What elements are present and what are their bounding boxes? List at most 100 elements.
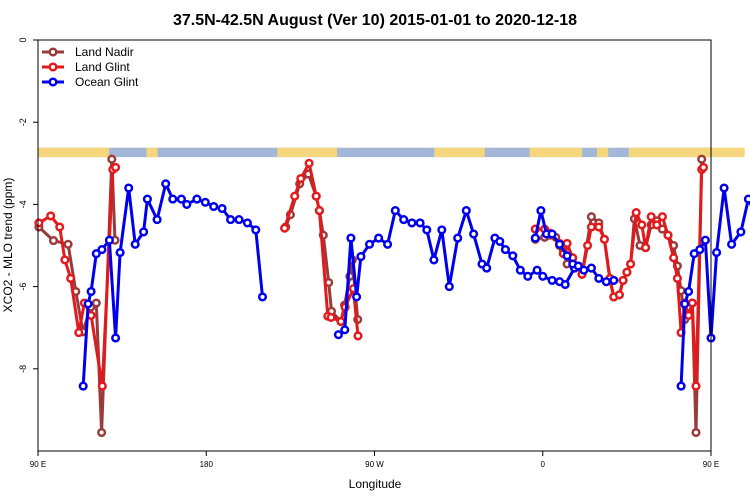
ocean-glint-point [444, 282, 454, 292]
y-tick-label: -6 [18, 283, 28, 291]
ocean-glint-point [374, 233, 384, 243]
ocean-glint-point [217, 203, 227, 214]
land-glint-point [698, 162, 709, 172]
legend-land-glint-marker [48, 62, 58, 72]
land-glint-point [304, 158, 314, 168]
ocean-glint-point [209, 201, 219, 212]
land-nadir-point [107, 154, 117, 164]
y-ticks: 0 -2 -4 -6 -8 [18, 37, 38, 373]
ocean-glint-point [469, 229, 479, 239]
land-glint-point [631, 208, 641, 218]
land-glint-point [663, 230, 673, 240]
ocean-glint-point [346, 233, 356, 243]
land-glint-point [583, 240, 593, 251]
ocean-glint-point [437, 225, 447, 235]
ocean-glint-point [115, 247, 125, 258]
ocean-glint-point [684, 286, 694, 297]
ocean-glint-point [562, 251, 572, 261]
ocean-glint-point [695, 245, 705, 255]
land-glint-point [652, 220, 662, 230]
land-segment [146, 147, 158, 158]
land-segment [38, 147, 110, 158]
x-tick-label: 180 [200, 460, 214, 469]
land-glint-point [684, 310, 694, 320]
land-glint-point [46, 211, 56, 221]
land-glint-point [691, 381, 701, 391]
y-tick-label: 0 [18, 37, 28, 42]
x-tick-label: 90 E [30, 460, 46, 469]
land-glint-point [669, 253, 679, 263]
ocean-glint-point [97, 245, 107, 255]
land-segment [434, 147, 485, 158]
land-glint-point [599, 234, 609, 244]
y-tick-label: -8 [18, 365, 28, 373]
land-nadir-point [63, 239, 73, 249]
ocean-glint-point [104, 235, 114, 245]
ocean-glint-point [422, 225, 432, 235]
ocean-glint-point [257, 292, 268, 302]
land-segment [628, 147, 745, 158]
ocean-glint-point [453, 233, 463, 243]
ocean-glint-point [547, 229, 557, 239]
ocean-glint-point [130, 239, 140, 249]
x-ticks: 90 E 180 90 W 0 90 E [30, 451, 719, 469]
ocean-glint-point [111, 333, 121, 343]
land-glint-point [637, 220, 647, 230]
ocean-glint-point [340, 325, 350, 335]
land-glint-point [34, 218, 44, 228]
land-glint-point [641, 243, 651, 253]
ocean-glint-point [182, 199, 192, 209]
ocean-glint-point [383, 239, 393, 249]
ocean-glint-point [676, 381, 686, 391]
ocean-glint-point [601, 277, 611, 287]
land-glint-point [562, 238, 572, 248]
land-nadir-point [97, 427, 107, 438]
land-glint-point [618, 275, 628, 285]
ocean-glint-point [560, 279, 570, 290]
chart-title: 37.5N-42.5N August (Ver 10) 2015-01-01 t… [173, 12, 577, 29]
x-tick-label: 90 E [703, 460, 719, 469]
ocean-glint-point [124, 183, 134, 193]
ocean-glint-point [508, 251, 518, 261]
land-glint-point [672, 273, 682, 283]
land-glint-point [280, 223, 290, 233]
ocean-glint-point [251, 225, 261, 235]
x-tick-label: 90 W [365, 460, 384, 469]
land-glint-point [74, 328, 84, 338]
ocean-glint-point [689, 249, 699, 259]
land-nadir-point [697, 154, 707, 164]
ocean-glint-point [495, 236, 505, 246]
land-nadir-point [48, 236, 59, 246]
ocean-glint-point [176, 194, 186, 204]
land-glint-point [626, 259, 636, 269]
ocean-glint-point [242, 218, 252, 228]
series-layer [34, 154, 750, 438]
ocean-glint-point [461, 206, 471, 216]
ocean-glint-point [538, 271, 548, 281]
ocean-glint-point [547, 275, 557, 285]
ocean-glint-point [364, 239, 375, 249]
y-tick-label: -4 [18, 200, 28, 208]
land-glint-point [296, 173, 306, 184]
ocean-glint-point [743, 194, 750, 204]
ocean-glint-point [333, 330, 343, 340]
ocean-glint-point [579, 265, 589, 275]
ocean-glint-point [594, 273, 604, 283]
ocean-glint-point [200, 197, 210, 207]
ocean-glint-point [700, 235, 710, 245]
ocean-glint-point [482, 263, 492, 273]
land-nadir-point [91, 298, 101, 308]
ocean-glint-point [719, 183, 729, 193]
ocean-glint-line [679, 186, 750, 387]
legend-ocean-glint-label: Ocean Glint [75, 75, 139, 89]
land-ocean-band [38, 147, 745, 158]
land-segment [277, 147, 338, 158]
ocean-glint-point [192, 194, 202, 204]
ocean-glint-point [356, 252, 366, 262]
ocean-glint-point [399, 215, 409, 225]
land-glint-point [60, 255, 70, 265]
land-glint-point [314, 206, 324, 216]
land-glint-point [66, 273, 76, 283]
y-axis-label: XCO2 - MLO trend (ppm) [1, 178, 15, 313]
